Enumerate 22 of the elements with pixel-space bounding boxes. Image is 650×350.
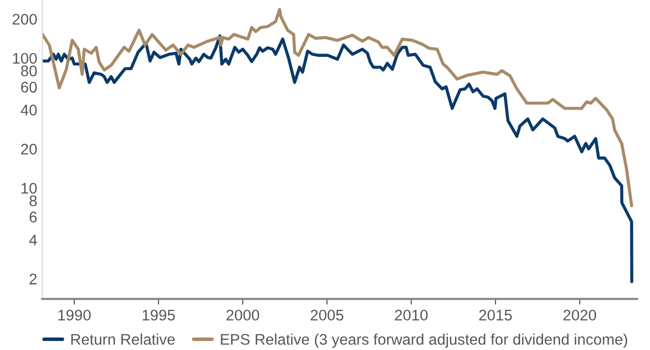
x-tick-label: 1990 <box>58 310 91 321</box>
y-tick-label: 20 <box>21 144 37 155</box>
y-tick-label: 2 <box>30 274 37 284</box>
y-tick-label: 200 <box>12 14 37 25</box>
y-tick-label: 4 <box>29 234 37 246</box>
legend-label: Return Relative <box>71 334 175 345</box>
y-tick-label: 8 <box>30 195 37 206</box>
y-tick-label: 80 <box>21 66 37 76</box>
line-series <box>42 34 634 284</box>
x-tick-label: 2010 <box>395 310 428 321</box>
x-tick-label: 1995 <box>142 310 175 321</box>
x-tick-label: 2000 <box>226 310 260 321</box>
y-tick-label: 40 <box>20 104 37 116</box>
x-tick-label: 2020 <box>563 310 596 321</box>
x-tick-label: 2015 <box>479 310 512 321</box>
legend-label: EPS Relative (3 years forward adjusted for dividend income) <box>220 334 628 348</box>
y-tick-label: 60 <box>21 82 37 93</box>
line-series <box>42 8 634 208</box>
x-tick-label: 2005 <box>310 310 344 321</box>
y-tick-label: 10 <box>22 182 37 194</box>
y-tick-label: 100 <box>13 52 37 64</box>
y-tick-label: 6 <box>30 212 37 222</box>
